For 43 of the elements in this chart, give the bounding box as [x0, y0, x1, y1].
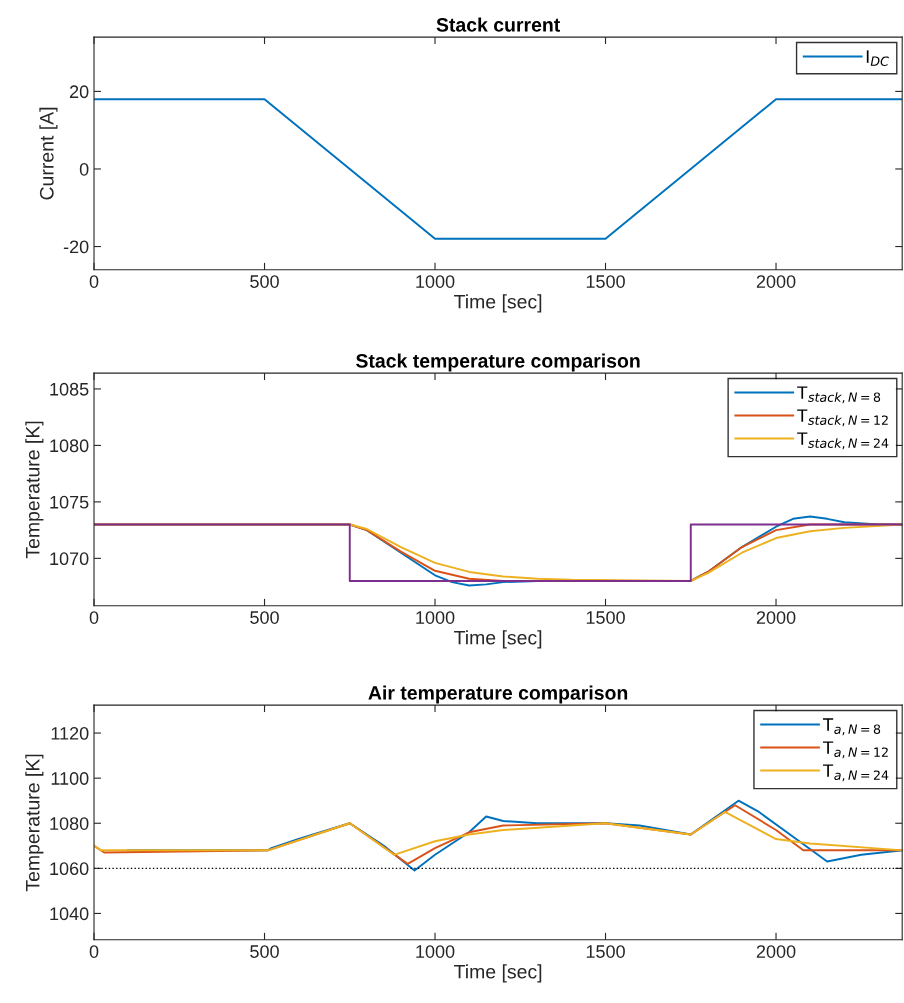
y-tick-label: 1120 [51, 727, 89, 740]
y-tick-label: 1040 [50, 907, 89, 921]
legend-label: T$_{stack,N=12}$ [797, 409, 888, 427]
x-tick-label: 1500 [586, 611, 625, 624]
x-tick-label: 500 [250, 611, 279, 624]
x-tick-label: 500 [250, 275, 279, 288]
x-axis-title: Time [sec] [454, 630, 542, 649]
y-tick-label: 1075 [50, 495, 89, 509]
y-tick-label: 1080 [50, 439, 89, 453]
chart-title: Stack temperature comparison [356, 353, 640, 372]
x-tick-label: 1000 [416, 945, 455, 958]
y-tick-label: 1060 [50, 862, 89, 876]
x-tick-label: 1500 [586, 945, 625, 958]
y-axis-title: Temperature [K] [25, 421, 44, 559]
x-tick-label: 0 [89, 611, 99, 624]
y-tick-label: -20 [63, 240, 89, 254]
y-tick-label: 1080 [50, 817, 89, 830]
legend-label: T$_{a,N=12}$ [822, 741, 888, 759]
y-tick-label: 1070 [50, 552, 89, 566]
legend-label: T$_{stack,N=24}$ [797, 432, 889, 450]
x-tick-label: 500 [250, 945, 279, 958]
y-tick-label: 1100 [51, 772, 89, 785]
y-tick-label: 1085 [50, 382, 89, 396]
x-tick-label: 2000 [756, 611, 796, 624]
y-axis-title: Temperature [K] [25, 754, 44, 892]
x-tick-label: 1000 [416, 611, 455, 624]
x-tick-label: 2000 [756, 945, 796, 958]
x-tick-label: 0 [89, 945, 99, 958]
legend-label: I$_{DC}$ [866, 50, 889, 66]
x-tick-label: 2000 [756, 275, 796, 288]
chart-title: Stack current [436, 17, 561, 32]
x-tick-label: 0 [89, 275, 99, 288]
x-tick-label: 1000 [416, 275, 455, 288]
y-tick-label: 0 [79, 162, 89, 176]
legend-label: T$_{a,N=24}$ [822, 764, 889, 782]
legend-label: T$_{stack,N=8}$ [797, 386, 881, 404]
x-tick-label: 1500 [586, 275, 625, 288]
y-axis-title: Current [A] [39, 107, 58, 200]
legend-label: T$_{a,N=8}$ [822, 718, 881, 736]
x-axis-title: Time [sec] [454, 964, 542, 983]
y-tick-label: 20 [69, 85, 89, 99]
x-axis-title: Time [sec] [454, 294, 542, 313]
chart-title: Air temperature comparison [368, 685, 628, 704]
